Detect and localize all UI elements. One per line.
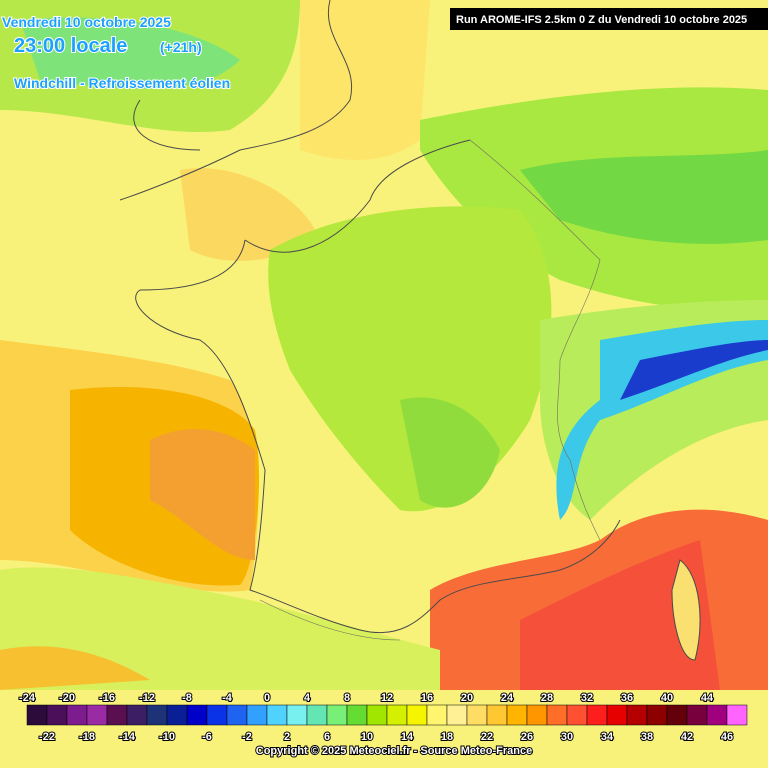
colorbar-cell bbox=[386, 704, 408, 726]
colorbar-label: 34 bbox=[601, 731, 614, 743]
colorbar-cell bbox=[106, 704, 128, 726]
colorbar-cell bbox=[646, 704, 668, 726]
colorbar-cell bbox=[686, 704, 708, 726]
colorbar-label: 22 bbox=[481, 731, 493, 743]
colorbar-cell bbox=[146, 704, 168, 726]
coastline bbox=[119, 0, 353, 201]
colorbar-label: -22 bbox=[39, 731, 55, 743]
colorbar-cell bbox=[706, 704, 728, 726]
colorbar-cell bbox=[266, 704, 288, 726]
coastline bbox=[671, 559, 701, 661]
colorbar-cell bbox=[86, 704, 108, 726]
colorbar-cell bbox=[66, 704, 88, 726]
colorbar-label: 44 bbox=[701, 692, 714, 704]
colorbar-label: 36 bbox=[621, 692, 633, 704]
colorbar-label: 42 bbox=[681, 731, 693, 743]
colorbar-cell bbox=[566, 704, 588, 726]
colorbar-label: -2 bbox=[242, 731, 252, 743]
parameter-label: Windchill - Refroissement éolien bbox=[14, 75, 230, 91]
colorbar-label: 6 bbox=[324, 731, 330, 743]
colorbar-label: 38 bbox=[641, 731, 653, 743]
colorbar-label: 14 bbox=[401, 731, 414, 743]
colorbar-label: 8 bbox=[344, 692, 350, 704]
land-area bbox=[20, 17, 240, 89]
colorbar-cell bbox=[446, 704, 468, 726]
colorbar-cell bbox=[286, 704, 308, 726]
land-area bbox=[520, 150, 768, 244]
colorbar-cell bbox=[306, 704, 328, 726]
mountain-area bbox=[556, 320, 768, 520]
colorbar-label: -8 bbox=[182, 692, 192, 704]
sea-area bbox=[300, 0, 430, 160]
colorbar-label: 20 bbox=[461, 692, 473, 704]
colorbar-cell bbox=[26, 704, 48, 726]
colorbar-label: -6 bbox=[202, 731, 212, 743]
colorbar-label: 40 bbox=[661, 692, 673, 704]
colorbar-label: 10 bbox=[361, 731, 373, 743]
colorbar-label: -24 bbox=[19, 692, 36, 704]
colorbar-label: -18 bbox=[79, 731, 95, 743]
colorbar-cell bbox=[666, 704, 688, 726]
colorbar-cell bbox=[626, 704, 648, 726]
date-label: Vendredi 10 octobre 2025 bbox=[2, 14, 171, 30]
colorbar-label: -12 bbox=[139, 692, 155, 704]
colorbar-label: -16 bbox=[99, 692, 115, 704]
colorbar-cell bbox=[126, 704, 148, 726]
colorbar-label: 4 bbox=[304, 692, 311, 704]
colorbar-label: -14 bbox=[119, 731, 136, 743]
colorbar-cell bbox=[46, 704, 68, 726]
lead-label: (+21h) bbox=[160, 39, 202, 55]
sea-area bbox=[180, 168, 320, 261]
colorbar-cell bbox=[366, 704, 388, 726]
sea-area bbox=[150, 429, 255, 560]
colorbar-cell bbox=[486, 704, 508, 726]
mountain-area bbox=[620, 340, 768, 400]
colorbar-label: 24 bbox=[501, 692, 514, 704]
copyright: Copyright © 2025 Meteociel.fr - Source M… bbox=[256, 745, 532, 757]
land-area bbox=[0, 567, 440, 690]
colorbar-cell bbox=[426, 704, 448, 726]
colorbar-cell bbox=[406, 704, 428, 726]
colorbar: -24 -20 -16 -12 -8 -4 0 4 8 12 16 20 24 28 32 36 40 44-22… bbox=[18, 691, 748, 744]
colorbar-label: 12 bbox=[381, 692, 393, 704]
colorbar-label: -10 bbox=[159, 731, 175, 743]
land-area bbox=[400, 397, 500, 508]
time-label: 23:00 locale bbox=[14, 35, 127, 57]
colorbar-label: 0 bbox=[264, 692, 270, 704]
colorbar-cell bbox=[546, 704, 568, 726]
colorbar-cell bbox=[586, 704, 608, 726]
colorbar-label: 16 bbox=[421, 692, 433, 704]
colorbar-label: 2 bbox=[284, 731, 290, 743]
colorbar-label: 46 bbox=[721, 731, 733, 743]
colorbar-cell bbox=[606, 704, 628, 726]
colorbar-label: 32 bbox=[581, 692, 593, 704]
colorbar-cell bbox=[246, 704, 268, 726]
colorbar-cell bbox=[466, 704, 488, 726]
colorbar-label: 30 bbox=[561, 731, 573, 743]
border-line bbox=[259, 139, 601, 641]
land-area bbox=[0, 646, 150, 690]
sea-area bbox=[520, 540, 720, 690]
colorbar-label: -4 bbox=[222, 692, 233, 704]
colorbar-label: 28 bbox=[541, 692, 553, 704]
colorbar-label: 18 bbox=[441, 731, 453, 743]
colorbar-label: -20 bbox=[59, 692, 75, 704]
colorbar-cell bbox=[226, 704, 248, 726]
colorbar-cell bbox=[326, 704, 348, 726]
colorbar-cell bbox=[206, 704, 228, 726]
run-label: Run AROME-IFS 2.5km 0 Z du Vendredi 10 o… bbox=[456, 14, 747, 26]
colorbar-cell bbox=[346, 704, 368, 726]
coastline bbox=[135, 139, 621, 634]
colorbar-cell bbox=[186, 704, 208, 726]
colorbar-label: 26 bbox=[521, 731, 533, 743]
colorbar-cell bbox=[506, 704, 528, 726]
colorbar-cell bbox=[526, 704, 548, 726]
run-box bbox=[450, 8, 768, 30]
colorbar-cell bbox=[726, 704, 748, 726]
island bbox=[672, 560, 700, 660]
colorbar-cell bbox=[166, 704, 188, 726]
